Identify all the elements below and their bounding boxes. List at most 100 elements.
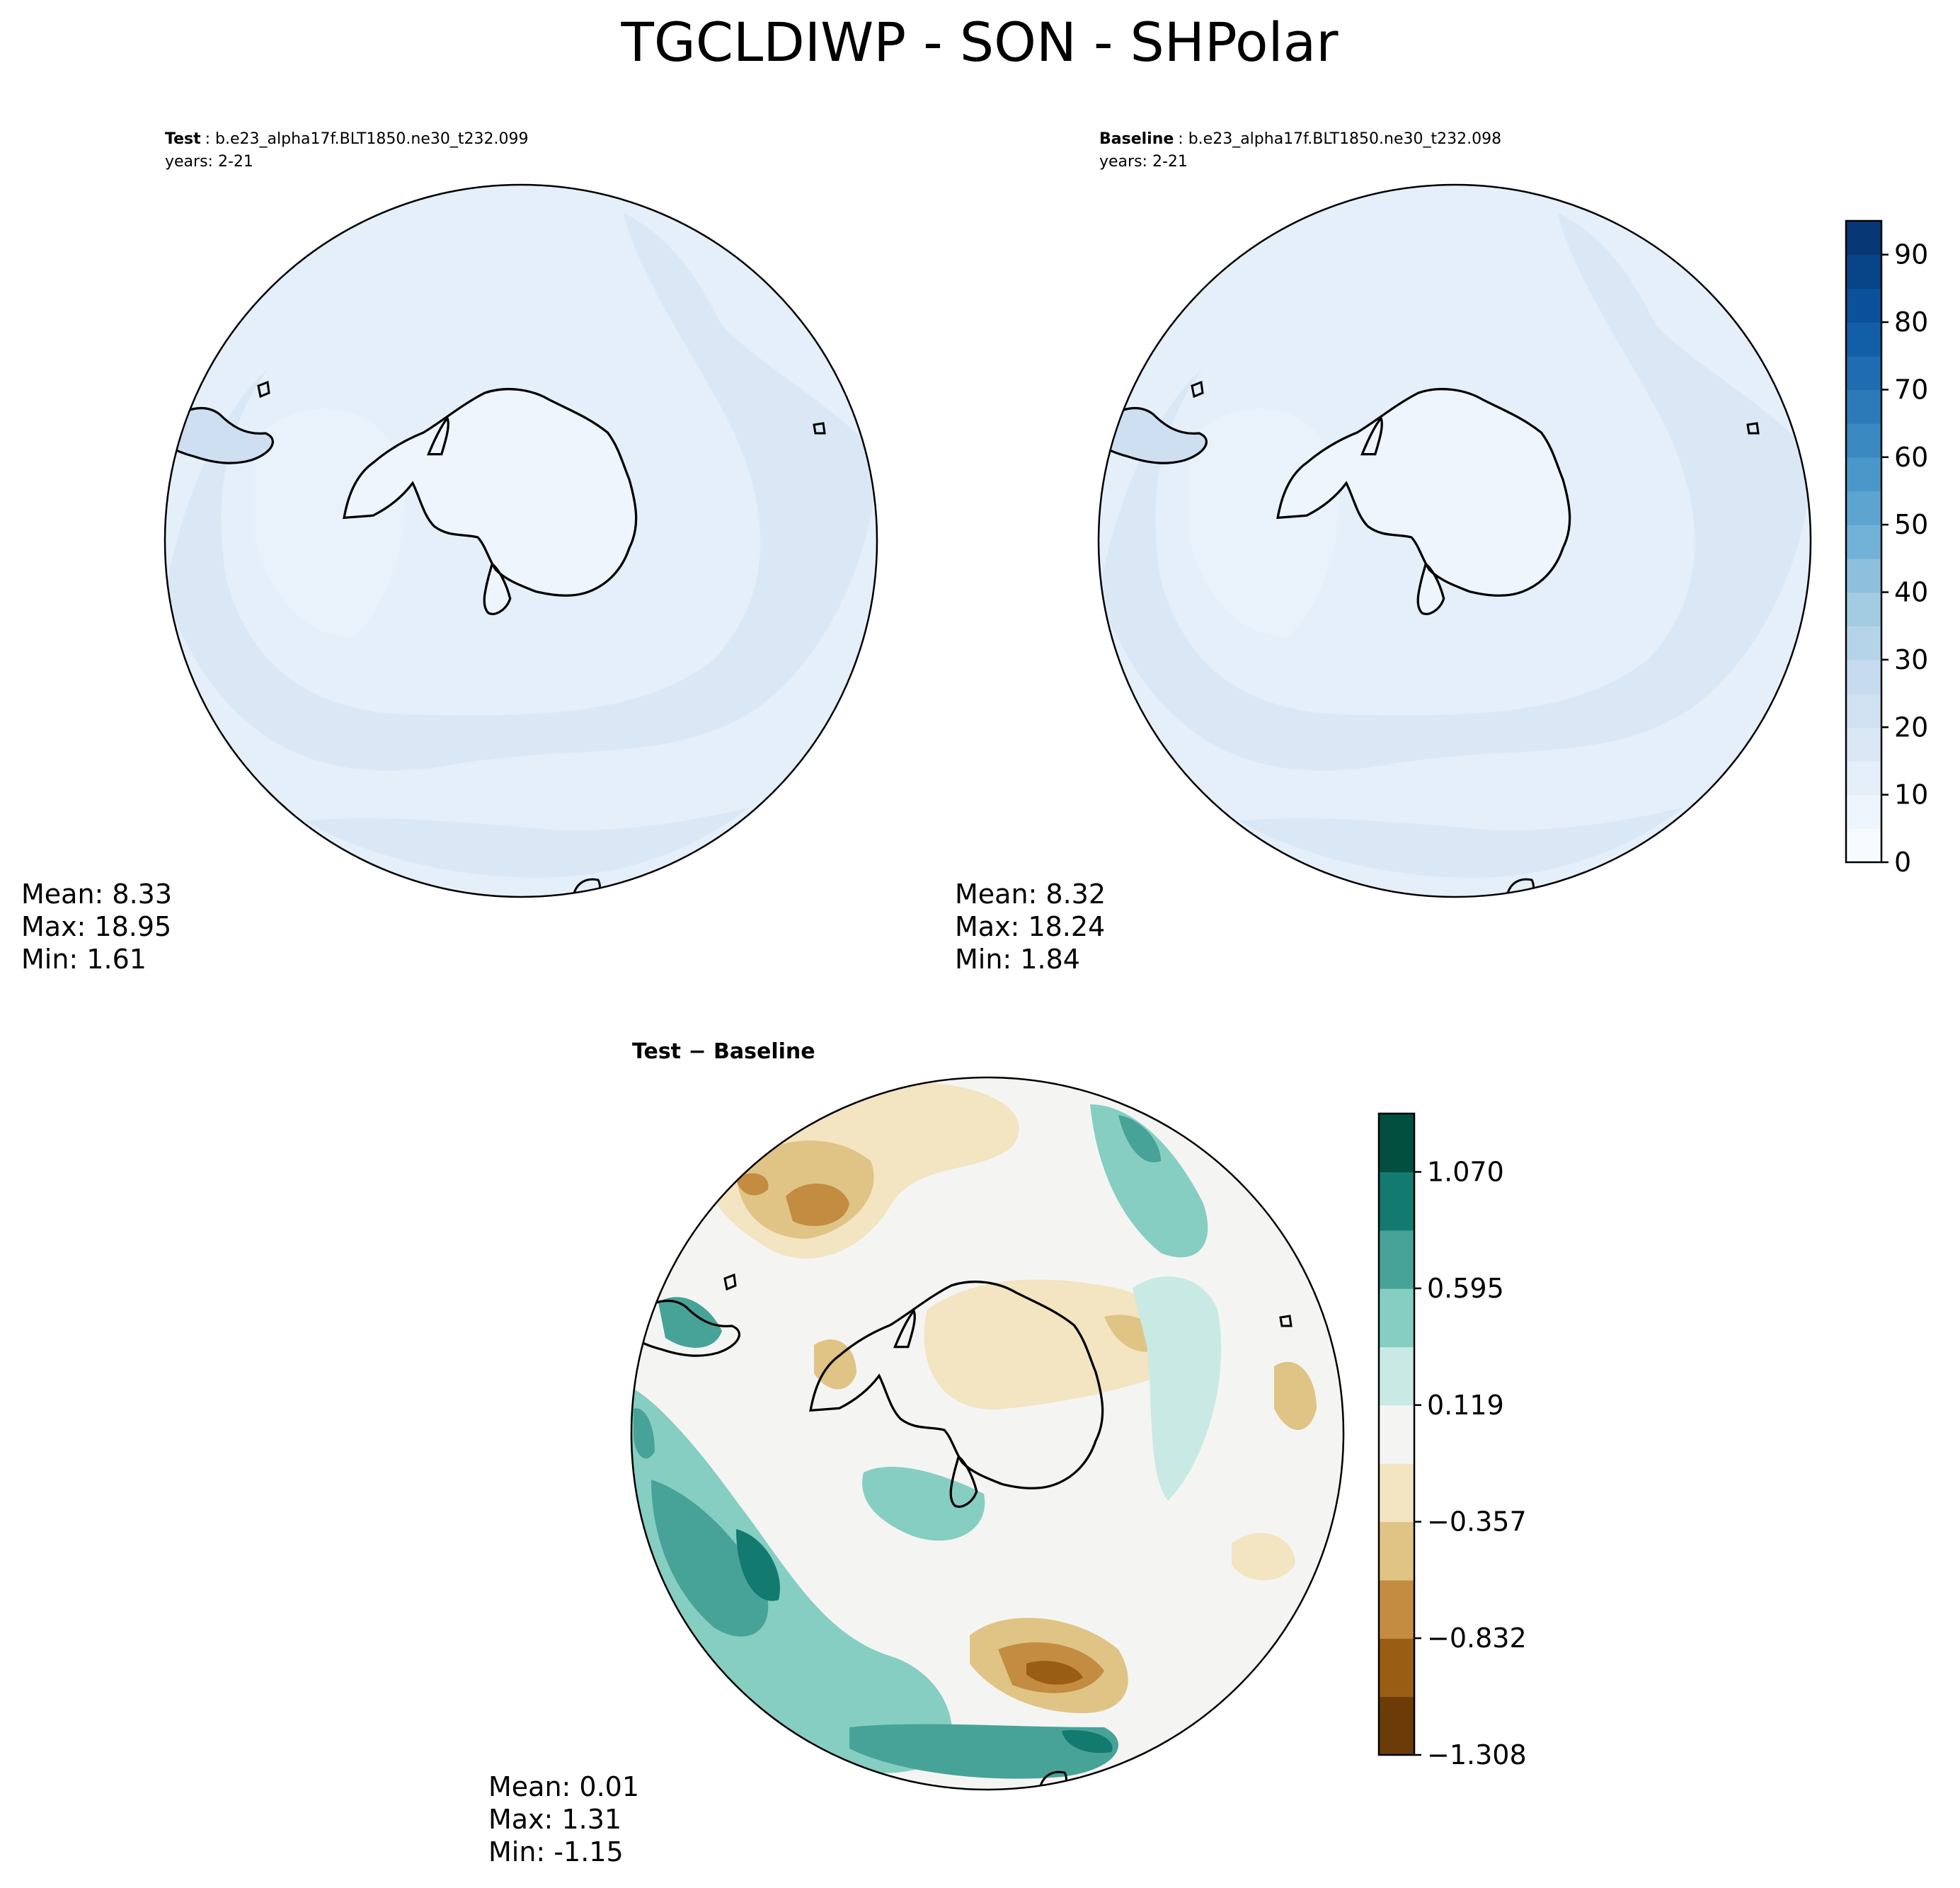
colorbar-main-tick-label: 30 [1894, 644, 1928, 675]
diff-coast-island-small [723, 1273, 737, 1291]
colorbar-main-level-7 [1846, 592, 1881, 627]
colorbar-diff-tick-label: 0.595 [1427, 1273, 1504, 1304]
colorbar-diff-tick-label: 0.119 [1427, 1390, 1504, 1421]
colorbar-diff-tick-label: 1.070 [1427, 1156, 1504, 1187]
colorbar-main-frame [1845, 219, 1883, 864]
baseline-stat-mean: Mean: 8.32 [955, 879, 1106, 910]
diff-field-pos-far-west [634, 1408, 655, 1459]
diff-coast-island-east [1279, 1315, 1293, 1327]
colorbar-diff-level-1 [1379, 1638, 1414, 1698]
colorbar-main-tick-label: 20 [1894, 711, 1928, 743]
panel-baseline: Baseline: b.e23_alpha17f.BLT1850.ne30_t2… [955, 130, 1812, 975]
colorbar-main-level-10 [1846, 491, 1881, 525]
test-stat-min: Min: 1.61 [21, 944, 147, 975]
diff-field-neg-antarctic [924, 1279, 1193, 1410]
test-map-boundary [164, 183, 878, 898]
panel-test: Test: b.e23_alpha17f.BLT1850.ne30_t232.0… [21, 130, 878, 975]
colorbar-diff-level-5 [1379, 1404, 1414, 1464]
diff-stat-mean: Mean: 0.01 [488, 1771, 639, 1802]
baseline-map-boundary [1097, 183, 1812, 898]
baseline-stat-min: Min: 1.84 [955, 944, 1080, 975]
diff-field-pos-ne-core [1118, 1115, 1161, 1162]
baseline-title-line1: Baseline: b.e23_alpha17f.BLT1850.ne30_t2… [1099, 130, 1501, 148]
test-coast-island-east [813, 422, 826, 435]
colorbar-main-level-8 [1846, 558, 1881, 593]
colorbar-main-tick-label: 60 [1894, 442, 1928, 473]
colorbar-diff-level-9 [1379, 1172, 1414, 1231]
colorbar-diff-tick-label: −0.357 [1427, 1506, 1527, 1538]
test-coast-samerica [165, 407, 274, 464]
diff-map-boundary [630, 1076, 1345, 1791]
colorbar-diff-level-2 [1379, 1579, 1414, 1639]
baseline-field-band [1099, 212, 1811, 771]
colorbar-diff-level-4 [1379, 1463, 1414, 1523]
test-title-label: Test [165, 130, 201, 148]
colorbar-main-level-3 [1846, 727, 1881, 762]
diff-field-pos-ross [862, 1466, 985, 1541]
colorbar-main-level-14 [1846, 355, 1881, 391]
diff-field-pos-ne [1090, 1104, 1208, 1258]
panel-difference: Test − Baseline [488, 1039, 1345, 1867]
diff-title: Test − Baseline [632, 1039, 815, 1064]
colorbar-diff-frame [1377, 1112, 1416, 1756]
colorbar-main-level-11 [1846, 457, 1881, 492]
colorbar-main: 0 10 20 30 40 50 60 70 80 90 [1845, 219, 1928, 878]
colorbar-main-tick-label: 90 [1894, 239, 1928, 270]
test-map [165, 185, 877, 897]
colorbar-main-level-2 [1846, 760, 1881, 796]
baseline-map [1099, 185, 1811, 897]
diff-field-neg-east2 [1232, 1533, 1295, 1581]
baseline-title-case: : b.e23_alpha17f.BLT1850.ne30_t232.098 [1178, 130, 1501, 148]
colorbar-diff-level-7 [1379, 1288, 1414, 1348]
colorbar-main-level-5 [1846, 659, 1881, 694]
colorbar-main-tick-label: 50 [1894, 509, 1928, 540]
colorbar-diff-level-0 [1379, 1696, 1414, 1756]
test-field-band [165, 212, 877, 771]
diff-field-pos-east [1133, 1276, 1222, 1501]
baseline-field-south [1239, 807, 1685, 878]
baseline-stat-max: Max: 18.24 [955, 911, 1105, 942]
diff-field-pos-southbelt [849, 1724, 1118, 1779]
colorbar-diff-ticks: 1.070 0.595 0.119 −0.357 −0.832 −1.308 [1414, 1156, 1527, 1770]
baseline-coast-island-small [1191, 380, 1204, 399]
diff-map [631, 1077, 1343, 1790]
colorbar-main-level-12 [1846, 423, 1881, 458]
diff-field-pos-west-mid [651, 1480, 769, 1637]
colorbar-main-level-9 [1846, 525, 1881, 559]
baseline-title-years: years: 2-21 [1099, 153, 1188, 171]
colorbar-main-tick-label: 80 [1894, 307, 1928, 338]
colorbar-diff-level-10 [1379, 1114, 1414, 1172]
colorbar-main-level-17 [1846, 254, 1881, 289]
diff-field-neg-east [1274, 1361, 1317, 1430]
figure-title: TGCLDIWP - SON - SHPolar [621, 11, 1339, 74]
test-field-light-patch [255, 408, 405, 637]
test-coast-island-small [257, 380, 270, 399]
diff-coast-samerica [631, 1300, 740, 1357]
diff-field-neg-peninsula [814, 1339, 856, 1390]
diff-field-neg-south-core [1026, 1661, 1083, 1685]
test-stat-mean: Mean: 8.33 [21, 879, 172, 910]
test-field-south [304, 807, 750, 878]
colorbar-diff-level-6 [1379, 1346, 1414, 1406]
diff-field-neg-nw-core [736, 1173, 769, 1196]
colorbar-main-level-1 [1846, 794, 1881, 829]
colorbar-diff-level-3 [1379, 1521, 1414, 1581]
diff-field-pos-southbelt-core [1062, 1730, 1113, 1753]
baseline-coast-island-east [1746, 422, 1760, 435]
colorbar-diff-blocks [1379, 1114, 1414, 1756]
diff-stat-max: Max: 1.31 [488, 1804, 621, 1835]
colorbar-main-level-4 [1846, 693, 1881, 728]
colorbar-main-level-18 [1846, 221, 1881, 256]
colorbar-main-level-16 [1846, 288, 1881, 323]
colorbar-main-ticks: 0 10 20 30 40 50 60 70 80 90 [1881, 239, 1928, 878]
colorbar-diff-tick-label: −1.308 [1427, 1739, 1527, 1770]
colorbar-main-level-6 [1846, 626, 1881, 660]
colorbar-main-level-13 [1846, 389, 1881, 424]
diff-field-neg-north-core [786, 1183, 849, 1226]
diff-field-pos-nw [658, 1297, 722, 1348]
test-title-line1: Test: b.e23_alpha17f.BLT1850.ne30_t232.0… [165, 130, 528, 148]
test-title-case: : b.e23_alpha17f.BLT1850.ne30_t232.099 [205, 130, 529, 148]
colorbar-main-tick-label: 10 [1894, 779, 1928, 811]
baseline-coast-samerica [1099, 407, 1208, 464]
